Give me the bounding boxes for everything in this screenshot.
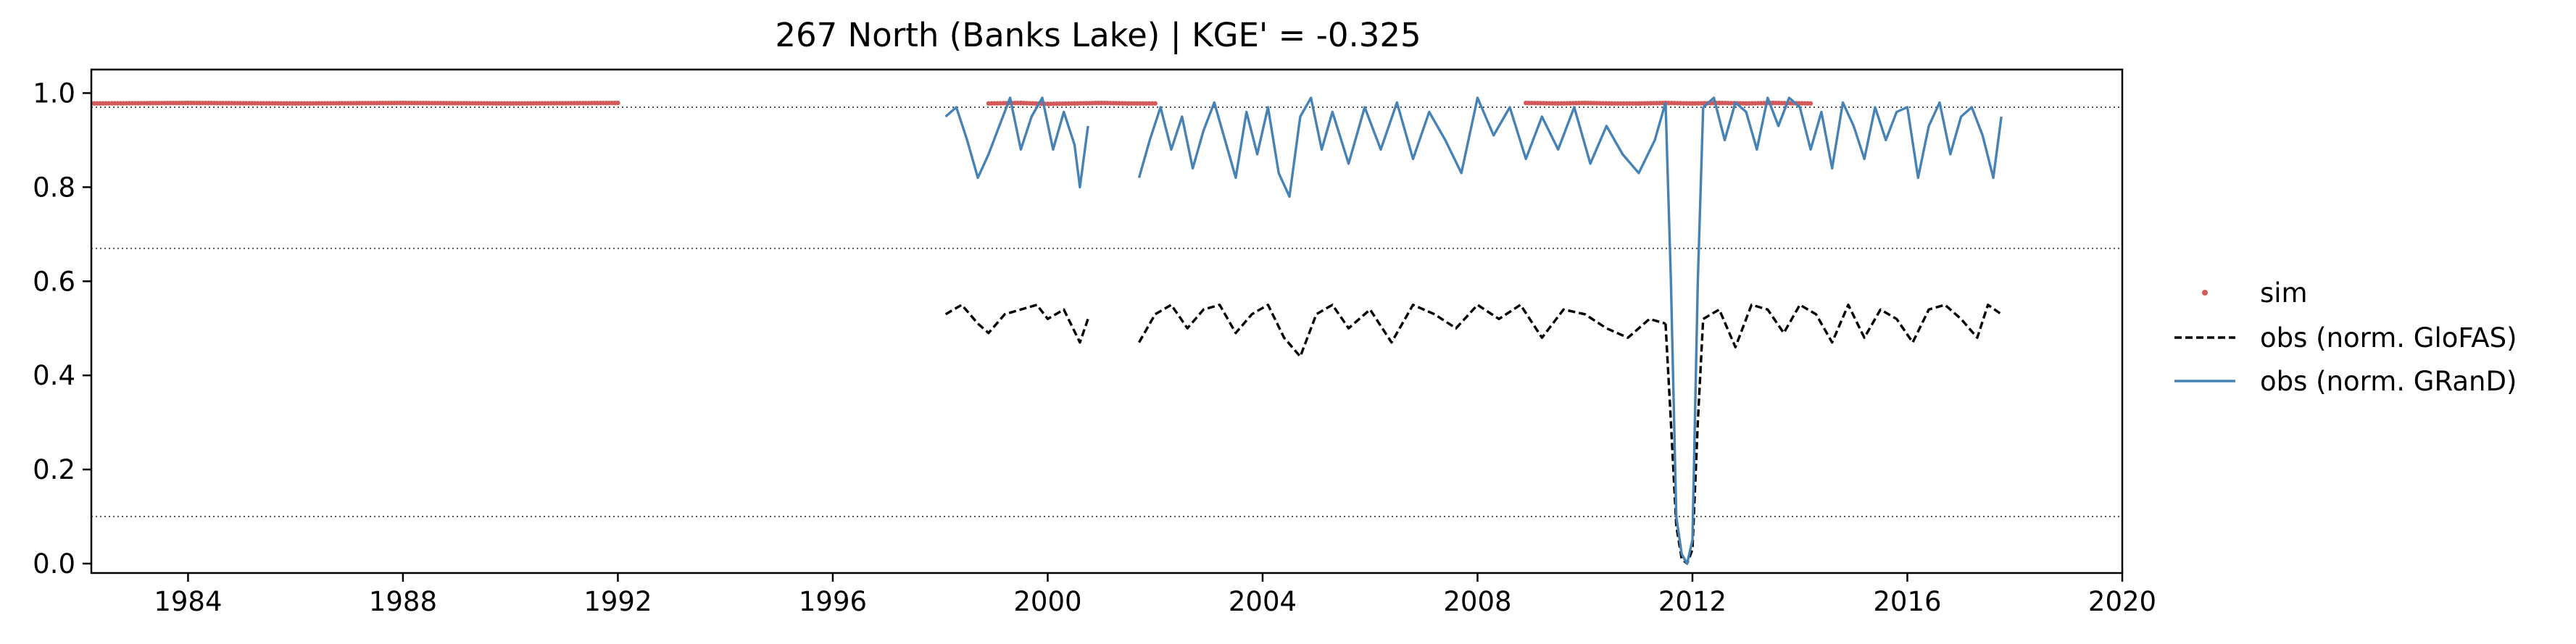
series-line (1138, 304, 1666, 358)
y-tick-label: 0.2 (33, 454, 75, 485)
reference-lines (91, 106, 2122, 518)
x-tick-label: 1984 (154, 586, 222, 617)
legend-label: sim (2260, 277, 2308, 309)
x-tick-label: 1992 (583, 586, 652, 617)
y-tick-label: 0.0 (33, 548, 75, 580)
x-tick-label: 2000 (1013, 586, 1081, 617)
x-tick-label: 1996 (799, 586, 867, 617)
series-line (1137, 96, 1667, 198)
series-line (944, 96, 1089, 189)
series-sim (91, 100, 1813, 106)
x-tick-label: 1988 (369, 586, 437, 617)
x-tick-label: 2008 (1443, 586, 1511, 617)
y-tick-label: 0.8 (33, 172, 75, 203)
y-tick-label: 0.6 (33, 266, 75, 297)
x-tick-label: 2020 (2088, 586, 2156, 617)
legend-label: obs (norm. GloFAS) (2260, 322, 2517, 354)
plot-frame (90, 68, 2124, 574)
series-grand (944, 96, 2003, 565)
y-tick-label: 0.4 (33, 360, 75, 391)
legend-label: obs (norm. GRanD) (2260, 366, 2517, 397)
sim-point (1808, 101, 1813, 106)
series-line (1664, 102, 1705, 565)
legend: sim obs (norm. GloFAS) obs (norm. GRanD) (2174, 277, 2517, 397)
chart-title: 267 North (Banks Lake) | KGE' = -0.325 (775, 16, 1421, 54)
legend-marker-sim (2202, 290, 2208, 296)
x-tick-label: 2004 (1229, 586, 1297, 617)
sim-point (615, 100, 620, 106)
x-tick-label: 2012 (1658, 586, 1727, 617)
x-tick-label: 2016 (1873, 586, 1941, 617)
series-line (944, 304, 1089, 344)
y-tick-label: 1.0 (33, 78, 75, 109)
series-line (1702, 96, 2003, 180)
series-line (1702, 304, 2003, 348)
axes: 1984 1988 1992 1996 2000 2004 2008 2012 2016 2020… (33, 68, 2156, 617)
series-layer (91, 96, 2003, 565)
sim-point (1152, 101, 1158, 106)
